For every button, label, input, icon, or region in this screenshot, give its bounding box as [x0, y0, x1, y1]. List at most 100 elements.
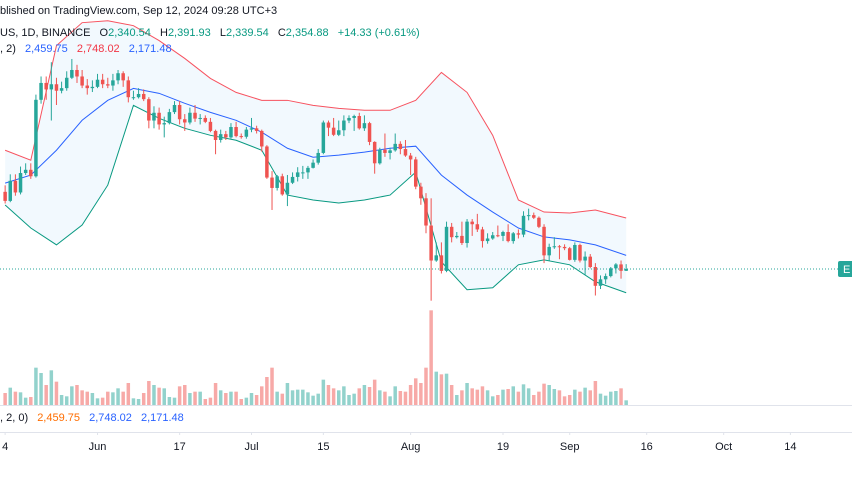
- bands-params: , 2): [0, 43, 16, 55]
- bands-legend: , 2) 2,459.75 2,748.02 2,171.48: [0, 43, 178, 55]
- volume-bar: [403, 391, 408, 405]
- volume-bar: [367, 387, 372, 405]
- volume-bar: [172, 397, 177, 405]
- candle-body: [624, 268, 628, 271]
- candle-body: [424, 198, 428, 226]
- x-tick-label: 17: [174, 441, 186, 453]
- volume-bar: [157, 387, 161, 405]
- candle-body: [3, 191, 7, 201]
- volume-bar: [49, 370, 54, 405]
- volume-bar: [193, 391, 197, 405]
- volume-bar: [121, 391, 125, 405]
- volume-bar: [547, 385, 551, 405]
- volume-bar: [583, 387, 587, 405]
- source-note: blished on TradingView.com, Sep 12, 2024…: [0, 5, 283, 17]
- volume-bar: [54, 381, 59, 405]
- ohlc-key: C: [277, 27, 286, 39]
- candle-body: [619, 264, 623, 271]
- x-tick-label: Aug: [401, 441, 421, 453]
- volume-bar: [516, 391, 521, 405]
- volume-bar: [449, 385, 454, 405]
- volume-bar: [593, 381, 598, 405]
- volume-bar: [8, 387, 13, 405]
- candle-body: [188, 112, 192, 123]
- x-tick-label: Jul: [244, 441, 258, 453]
- volume-bar: [460, 390, 464, 405]
- volume-bar: [75, 385, 79, 405]
- candle-body: [537, 217, 541, 227]
- volume-bar: [203, 399, 208, 405]
- candle-body: [465, 221, 469, 244]
- candle-body: [455, 235, 459, 238]
- candle-body: [357, 116, 362, 129]
- volume-bar: [301, 389, 305, 405]
- volume-bar: [578, 391, 582, 405]
- candle-body: [449, 226, 454, 238]
- volume-bar: [501, 389, 505, 405]
- volume-bar: [480, 386, 485, 405]
- candle-body: [419, 186, 423, 199]
- volume-bar: [295, 389, 300, 405]
- candle-body: [106, 84, 110, 86]
- candle-body: [413, 159, 418, 187]
- volume-bar: [326, 385, 331, 405]
- candle-body: [429, 225, 433, 261]
- volume-bar: [537, 391, 541, 405]
- candle-body: [85, 85, 89, 89]
- volume-bar: [229, 391, 233, 405]
- volume-bar: [521, 384, 526, 405]
- volume-bar: [90, 393, 95, 405]
- candle-body: [224, 134, 228, 138]
- lower-value: 2,171.48: [140, 412, 184, 424]
- volume-bar: [177, 386, 182, 405]
- band-lower: [4, 104, 627, 294]
- candle-body: [444, 226, 449, 271]
- volume-bar: [183, 385, 187, 405]
- volume-bar: [306, 392, 310, 405]
- candle-body: [198, 117, 202, 119]
- candle-body: [172, 104, 177, 113]
- volume-bar: [311, 395, 315, 405]
- volume-bar: [213, 383, 218, 405]
- volume-bar: [393, 386, 397, 405]
- candle-body: [39, 82, 43, 100]
- volume-bar: [573, 389, 577, 405]
- volume-bar: [383, 391, 387, 405]
- volume-bar: [465, 383, 469, 405]
- volume-bar: [224, 393, 228, 405]
- candle-body: [485, 238, 490, 242]
- candle-body: [337, 130, 341, 135]
- volume-bar: [29, 397, 33, 405]
- candle-body: [208, 121, 213, 131]
- volume-bar: [136, 399, 141, 405]
- candle-body: [280, 176, 285, 195]
- candle-body: [193, 112, 197, 119]
- last-price-label: E: [843, 264, 850, 276]
- volume-bar: [619, 388, 623, 405]
- candle-body: [511, 233, 515, 242]
- candle-body: [393, 143, 397, 151]
- volume-bar: [331, 388, 336, 405]
- ohlc-value: 2,354.88: [285, 27, 329, 39]
- volume-bar: [419, 383, 423, 405]
- candle-body: [578, 244, 582, 261]
- candle-body: [70, 69, 74, 78]
- volume-bar: [542, 383, 546, 405]
- candle-body: [388, 150, 392, 153]
- volume-bar: [490, 396, 495, 405]
- ohlc-legend: US, 1D, BINANCE O2,340.54 H2,391.93 L2,3…: [0, 27, 426, 39]
- volume-bar: [485, 390, 490, 405]
- volume-bar: [141, 393, 146, 405]
- candle-body: [490, 235, 495, 239]
- candle-body: [121, 73, 125, 81]
- bands-value: 2,171.48: [128, 43, 172, 55]
- volume-bar: [598, 393, 603, 405]
- candle-body: [532, 215, 536, 218]
- candle-body: [557, 246, 562, 248]
- volume-bar: [239, 399, 243, 405]
- candle-body: [295, 172, 300, 177]
- volume-bar: [275, 391, 279, 405]
- candle-body: [516, 233, 521, 235]
- candle-body: [342, 120, 346, 131]
- volume-bar: [408, 385, 413, 405]
